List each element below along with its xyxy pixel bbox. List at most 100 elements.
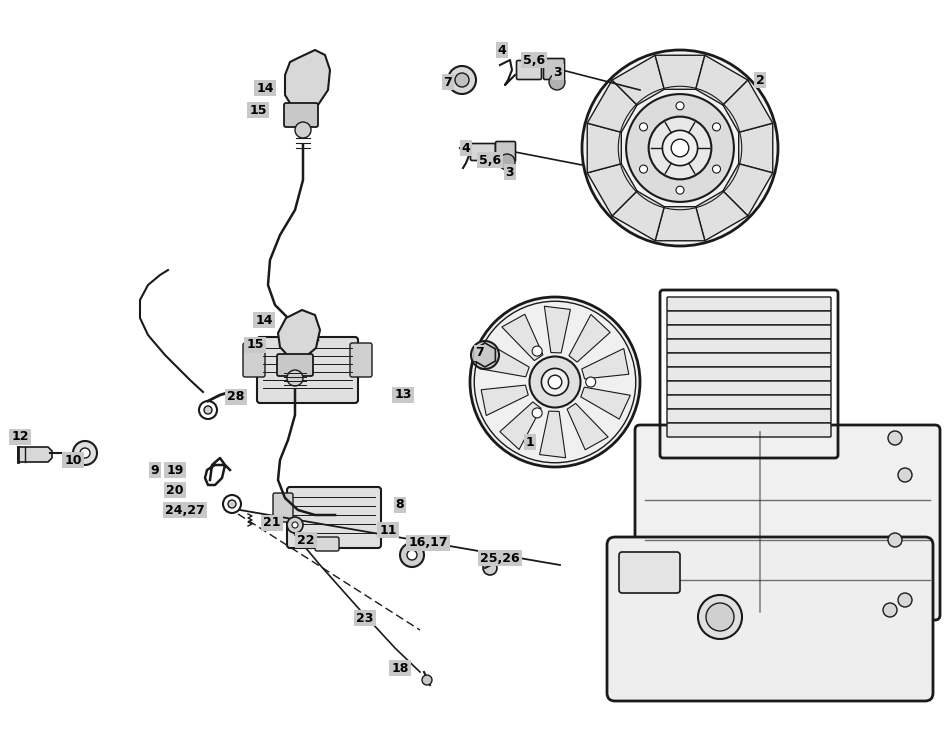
Text: 13: 13	[395, 388, 412, 401]
Polygon shape	[587, 80, 637, 132]
Circle shape	[698, 595, 742, 639]
Polygon shape	[738, 123, 772, 173]
FancyBboxPatch shape	[471, 143, 495, 161]
FancyBboxPatch shape	[350, 343, 372, 377]
Text: 22: 22	[297, 534, 315, 547]
Circle shape	[549, 375, 562, 389]
Polygon shape	[587, 164, 637, 216]
FancyBboxPatch shape	[635, 425, 940, 620]
Circle shape	[292, 522, 298, 528]
Circle shape	[541, 368, 568, 395]
Text: 14: 14	[255, 314, 272, 327]
Circle shape	[199, 401, 217, 419]
Circle shape	[204, 406, 212, 414]
Text: 11: 11	[380, 523, 397, 537]
Circle shape	[648, 117, 712, 179]
Circle shape	[671, 139, 689, 157]
Circle shape	[532, 346, 542, 356]
Circle shape	[713, 123, 720, 131]
Polygon shape	[696, 191, 748, 240]
FancyBboxPatch shape	[667, 381, 831, 395]
Text: 5,6: 5,6	[479, 154, 501, 167]
Text: 21: 21	[263, 517, 281, 529]
Text: 9: 9	[151, 463, 159, 477]
FancyBboxPatch shape	[667, 353, 831, 367]
Polygon shape	[655, 207, 705, 240]
Polygon shape	[474, 343, 495, 367]
Polygon shape	[696, 56, 748, 105]
Circle shape	[676, 186, 684, 194]
Text: 18: 18	[391, 662, 409, 675]
Circle shape	[499, 154, 515, 170]
Text: 25,26: 25,26	[480, 551, 520, 564]
Circle shape	[713, 165, 720, 173]
Circle shape	[898, 593, 912, 607]
FancyBboxPatch shape	[495, 142, 515, 162]
Circle shape	[455, 73, 469, 87]
Circle shape	[532, 408, 542, 418]
Text: 12: 12	[11, 431, 28, 444]
Polygon shape	[540, 411, 566, 458]
FancyBboxPatch shape	[284, 103, 318, 127]
FancyBboxPatch shape	[315, 537, 339, 551]
Text: 7: 7	[475, 346, 484, 360]
Polygon shape	[581, 387, 630, 419]
Polygon shape	[582, 349, 629, 379]
Polygon shape	[500, 402, 541, 450]
Circle shape	[73, 441, 97, 465]
Polygon shape	[18, 447, 52, 462]
FancyBboxPatch shape	[273, 493, 293, 522]
Polygon shape	[502, 314, 543, 360]
Circle shape	[295, 122, 311, 138]
Text: 3: 3	[553, 66, 563, 78]
Text: 15: 15	[246, 338, 264, 352]
Circle shape	[80, 448, 90, 458]
Circle shape	[586, 377, 596, 387]
Text: 23: 23	[356, 612, 374, 624]
FancyBboxPatch shape	[667, 297, 831, 311]
Text: 7: 7	[443, 75, 453, 88]
Text: 20: 20	[166, 483, 184, 496]
Circle shape	[400, 543, 424, 567]
Circle shape	[626, 94, 734, 202]
FancyBboxPatch shape	[287, 487, 381, 548]
Circle shape	[640, 165, 647, 173]
Polygon shape	[481, 385, 529, 415]
Polygon shape	[568, 404, 608, 450]
Circle shape	[422, 675, 432, 685]
Circle shape	[287, 370, 303, 386]
Circle shape	[448, 66, 476, 94]
Polygon shape	[723, 164, 772, 216]
FancyBboxPatch shape	[619, 552, 680, 593]
Text: 2: 2	[755, 74, 764, 86]
Circle shape	[888, 431, 902, 445]
Text: 4: 4	[461, 142, 471, 154]
Circle shape	[883, 603, 897, 617]
Circle shape	[287, 517, 303, 533]
Polygon shape	[723, 80, 772, 132]
Text: 3: 3	[506, 165, 514, 178]
Circle shape	[471, 341, 499, 369]
Text: 1: 1	[526, 436, 534, 449]
FancyBboxPatch shape	[667, 325, 831, 339]
Circle shape	[706, 603, 734, 631]
Text: 4: 4	[497, 44, 507, 56]
Text: 19: 19	[166, 463, 184, 477]
Text: 8: 8	[396, 499, 404, 512]
Polygon shape	[479, 345, 530, 377]
Circle shape	[228, 500, 236, 508]
Circle shape	[483, 561, 497, 575]
FancyBboxPatch shape	[607, 537, 933, 701]
Text: 24,27: 24,27	[165, 504, 205, 517]
Polygon shape	[569, 314, 610, 362]
FancyBboxPatch shape	[257, 337, 358, 403]
Polygon shape	[612, 56, 664, 105]
Circle shape	[888, 533, 902, 547]
Polygon shape	[612, 191, 664, 240]
FancyBboxPatch shape	[667, 409, 831, 423]
FancyBboxPatch shape	[516, 61, 542, 80]
Circle shape	[223, 495, 241, 513]
Text: 14: 14	[256, 81, 273, 94]
Text: 5,6: 5,6	[523, 53, 545, 67]
Circle shape	[662, 130, 698, 166]
